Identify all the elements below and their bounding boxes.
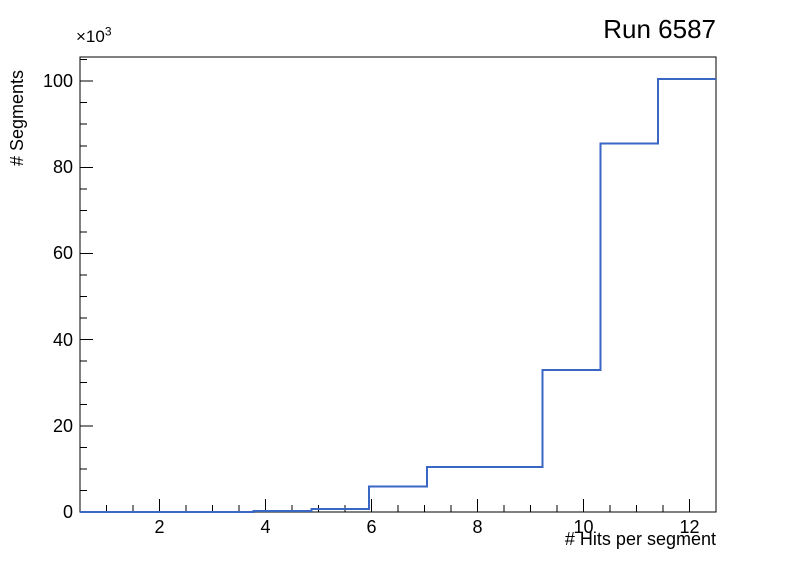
y-tick-label: 80 <box>52 157 73 178</box>
y-tick-label: 100 <box>42 71 73 92</box>
x-tick-label: 4 <box>260 517 271 537</box>
histogram-step-line <box>80 77 716 513</box>
x-tick-label: 6 <box>366 517 377 537</box>
x-tick-label: 8 <box>472 517 483 537</box>
x-tick-label: 12 <box>679 517 700 537</box>
x-tick-label: 2 <box>154 517 165 537</box>
y-axis-title: # Segments <box>7 69 27 166</box>
y-tick-label: 0 <box>62 502 73 522</box>
y-axis-power-label: ×103 <box>76 24 112 47</box>
y-axis-power-exponent: 3 <box>104 24 112 39</box>
y-tick-label: 60 <box>52 243 73 264</box>
y-axis-power-base: ×10 <box>76 27 105 46</box>
y-tick-label: 20 <box>52 415 73 436</box>
y-tick-label: 40 <box>52 329 73 350</box>
plot-frame <box>79 56 717 513</box>
x-axis-title: # Hits per segment <box>564 529 716 549</box>
chart-title: Run 6587 <box>603 14 716 44</box>
x-tick-label: 10 <box>573 517 594 537</box>
